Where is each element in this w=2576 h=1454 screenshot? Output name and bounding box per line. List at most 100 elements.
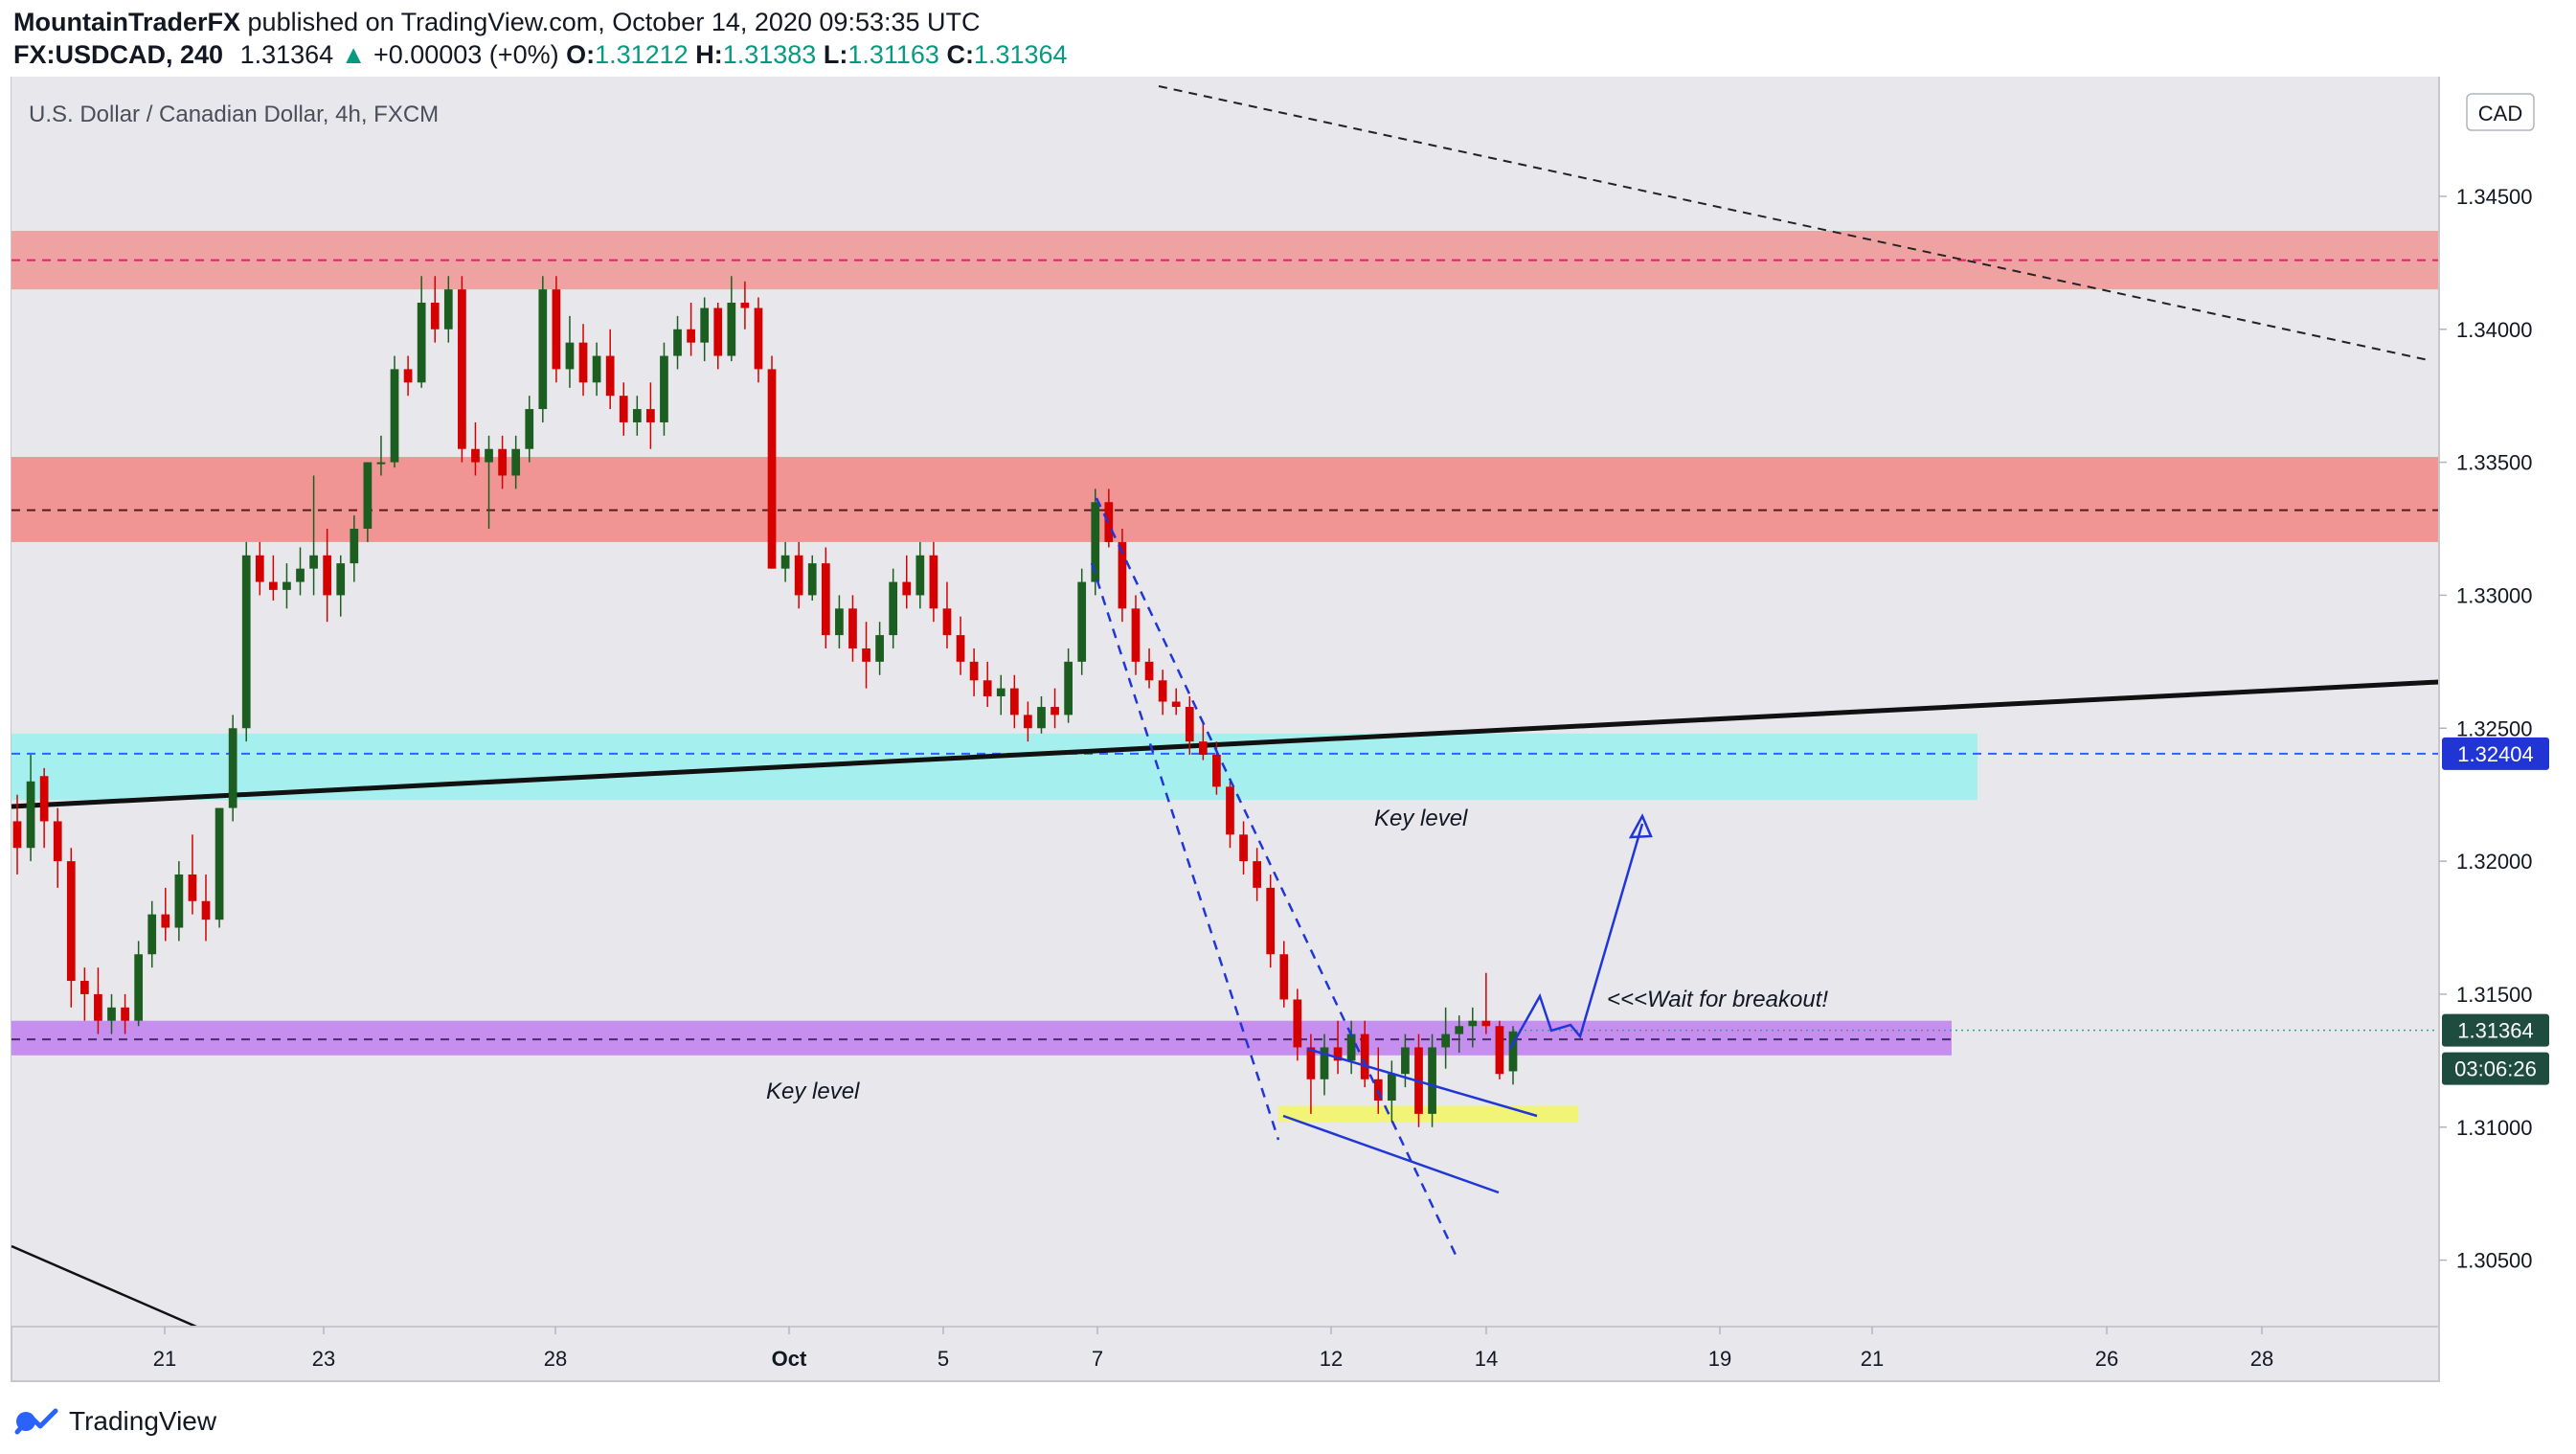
candle[interactable] [1064, 647, 1073, 723]
candle[interactable] [538, 276, 548, 422]
candle[interactable] [1346, 1020, 1356, 1075]
candle[interactable] [673, 315, 682, 370]
candle[interactable] [1320, 1034, 1329, 1096]
candle[interactable] [269, 555, 278, 601]
candle[interactable] [107, 993, 116, 1034]
publisher-name[interactable]: MountainTraderFX [13, 8, 241, 36]
candle[interactable] [740, 281, 750, 329]
upper-resistance-zone[interactable] [11, 457, 2439, 542]
candle[interactable] [1198, 722, 1208, 761]
candle[interactable] [942, 581, 952, 648]
candle[interactable] [26, 755, 35, 862]
candle[interactable] [605, 329, 615, 410]
candle[interactable] [1360, 1020, 1369, 1088]
candle[interactable] [889, 568, 898, 648]
candle[interactable] [1266, 874, 1276, 968]
candle[interactable] [754, 297, 763, 383]
candle[interactable] [646, 382, 655, 449]
candle[interactable] [1024, 701, 1032, 742]
candle[interactable] [147, 900, 157, 968]
candle[interactable] [498, 435, 507, 489]
candle[interactable] [1387, 1060, 1396, 1123]
candle[interactable] [660, 342, 668, 436]
flag-lower-line[interactable] [1282, 1114, 1500, 1194]
candle[interactable] [1051, 688, 1059, 729]
candle[interactable] [336, 555, 346, 617]
candle[interactable] [1226, 781, 1234, 849]
candle[interactable] [363, 462, 373, 542]
candle[interactable] [807, 555, 817, 601]
candle[interactable] [1131, 595, 1141, 675]
candle[interactable] [443, 276, 453, 343]
projected-path[interactable] [1508, 823, 1644, 1050]
candle[interactable] [1495, 1020, 1504, 1079]
candle[interactable] [66, 848, 76, 1008]
candle[interactable] [780, 541, 790, 582]
candle[interactable] [1009, 674, 1019, 729]
price-chart[interactable]: Key level Key level <<<Wait for breakout… [0, 77, 2576, 1387]
candle[interactable] [821, 547, 830, 648]
candle[interactable] [983, 661, 992, 708]
candle[interactable] [1441, 1007, 1451, 1069]
symbol-label[interactable]: FX:USDCAD, 240 [13, 40, 224, 69]
candle[interactable] [1104, 488, 1114, 548]
rising-trendline[interactable] [11, 679, 2440, 809]
candle[interactable] [1468, 1007, 1478, 1048]
candle[interactable] [1253, 848, 1261, 901]
currency-button[interactable] [2466, 93, 2535, 131]
y-axis[interactable]: 1.34500 1.34000 1.33500 1.33000 1.32500 1.320… [2439, 185, 2533, 1273]
candle[interactable] [835, 595, 844, 648]
candle[interactable] [956, 616, 965, 675]
candle[interactable] [1293, 988, 1302, 1061]
candle[interactable] [996, 674, 1006, 716]
candle[interactable] [1185, 695, 1194, 756]
lower-trendline[interactable] [11, 1244, 197, 1329]
candle[interactable] [578, 324, 588, 397]
x-axis[interactable]: 21 23 28 Oct 5 7 12 14 19 21 26 28 [153, 1327, 2273, 1371]
candle[interactable] [767, 355, 777, 569]
candle[interactable] [929, 541, 938, 623]
candle[interactable] [565, 315, 575, 388]
candle[interactable] [121, 993, 129, 1034]
candle[interactable] [174, 861, 184, 942]
candle[interactable] [53, 807, 62, 888]
candle[interactable] [619, 382, 628, 436]
candle[interactable] [282, 563, 291, 609]
candle[interactable] [1508, 1026, 1518, 1085]
candle[interactable] [1455, 1015, 1464, 1054]
candle[interactable] [1306, 1034, 1316, 1114]
candle[interactable] [525, 396, 534, 463]
descending-channel-upper[interactable] [1090, 562, 1280, 1141]
candle[interactable] [632, 396, 642, 436]
candle[interactable] [511, 435, 521, 489]
candle[interactable] [430, 276, 440, 343]
candle[interactable] [687, 303, 695, 356]
candle[interactable] [969, 647, 979, 696]
candle[interactable] [241, 541, 251, 742]
candle[interactable] [161, 887, 170, 942]
candle[interactable] [376, 435, 386, 476]
candle[interactable] [1481, 972, 1491, 1034]
candle[interactable] [215, 807, 224, 928]
candle[interactable] [1037, 695, 1046, 734]
candle[interactable] [1158, 670, 1167, 716]
candle[interactable] [134, 941, 144, 1027]
candle[interactable] [458, 276, 466, 463]
candle[interactable] [201, 874, 211, 942]
candle[interactable] [255, 541, 264, 596]
candle[interactable] [323, 529, 332, 623]
candle[interactable] [350, 515, 359, 582]
descending-channel-lower[interactable] [1095, 497, 1457, 1256]
candle[interactable] [862, 622, 870, 689]
candle[interactable] [1239, 821, 1248, 875]
candle[interactable] [552, 276, 561, 383]
candle[interactable] [228, 715, 237, 822]
candle[interactable] [188, 834, 197, 915]
candle[interactable] [902, 555, 912, 609]
candle[interactable] [1118, 529, 1127, 623]
candle[interactable] [1333, 1020, 1343, 1075]
candle[interactable] [471, 421, 480, 476]
key-level-zone-lower[interactable] [11, 1020, 1952, 1056]
candle[interactable] [1144, 647, 1154, 689]
candle[interactable] [1171, 688, 1181, 716]
